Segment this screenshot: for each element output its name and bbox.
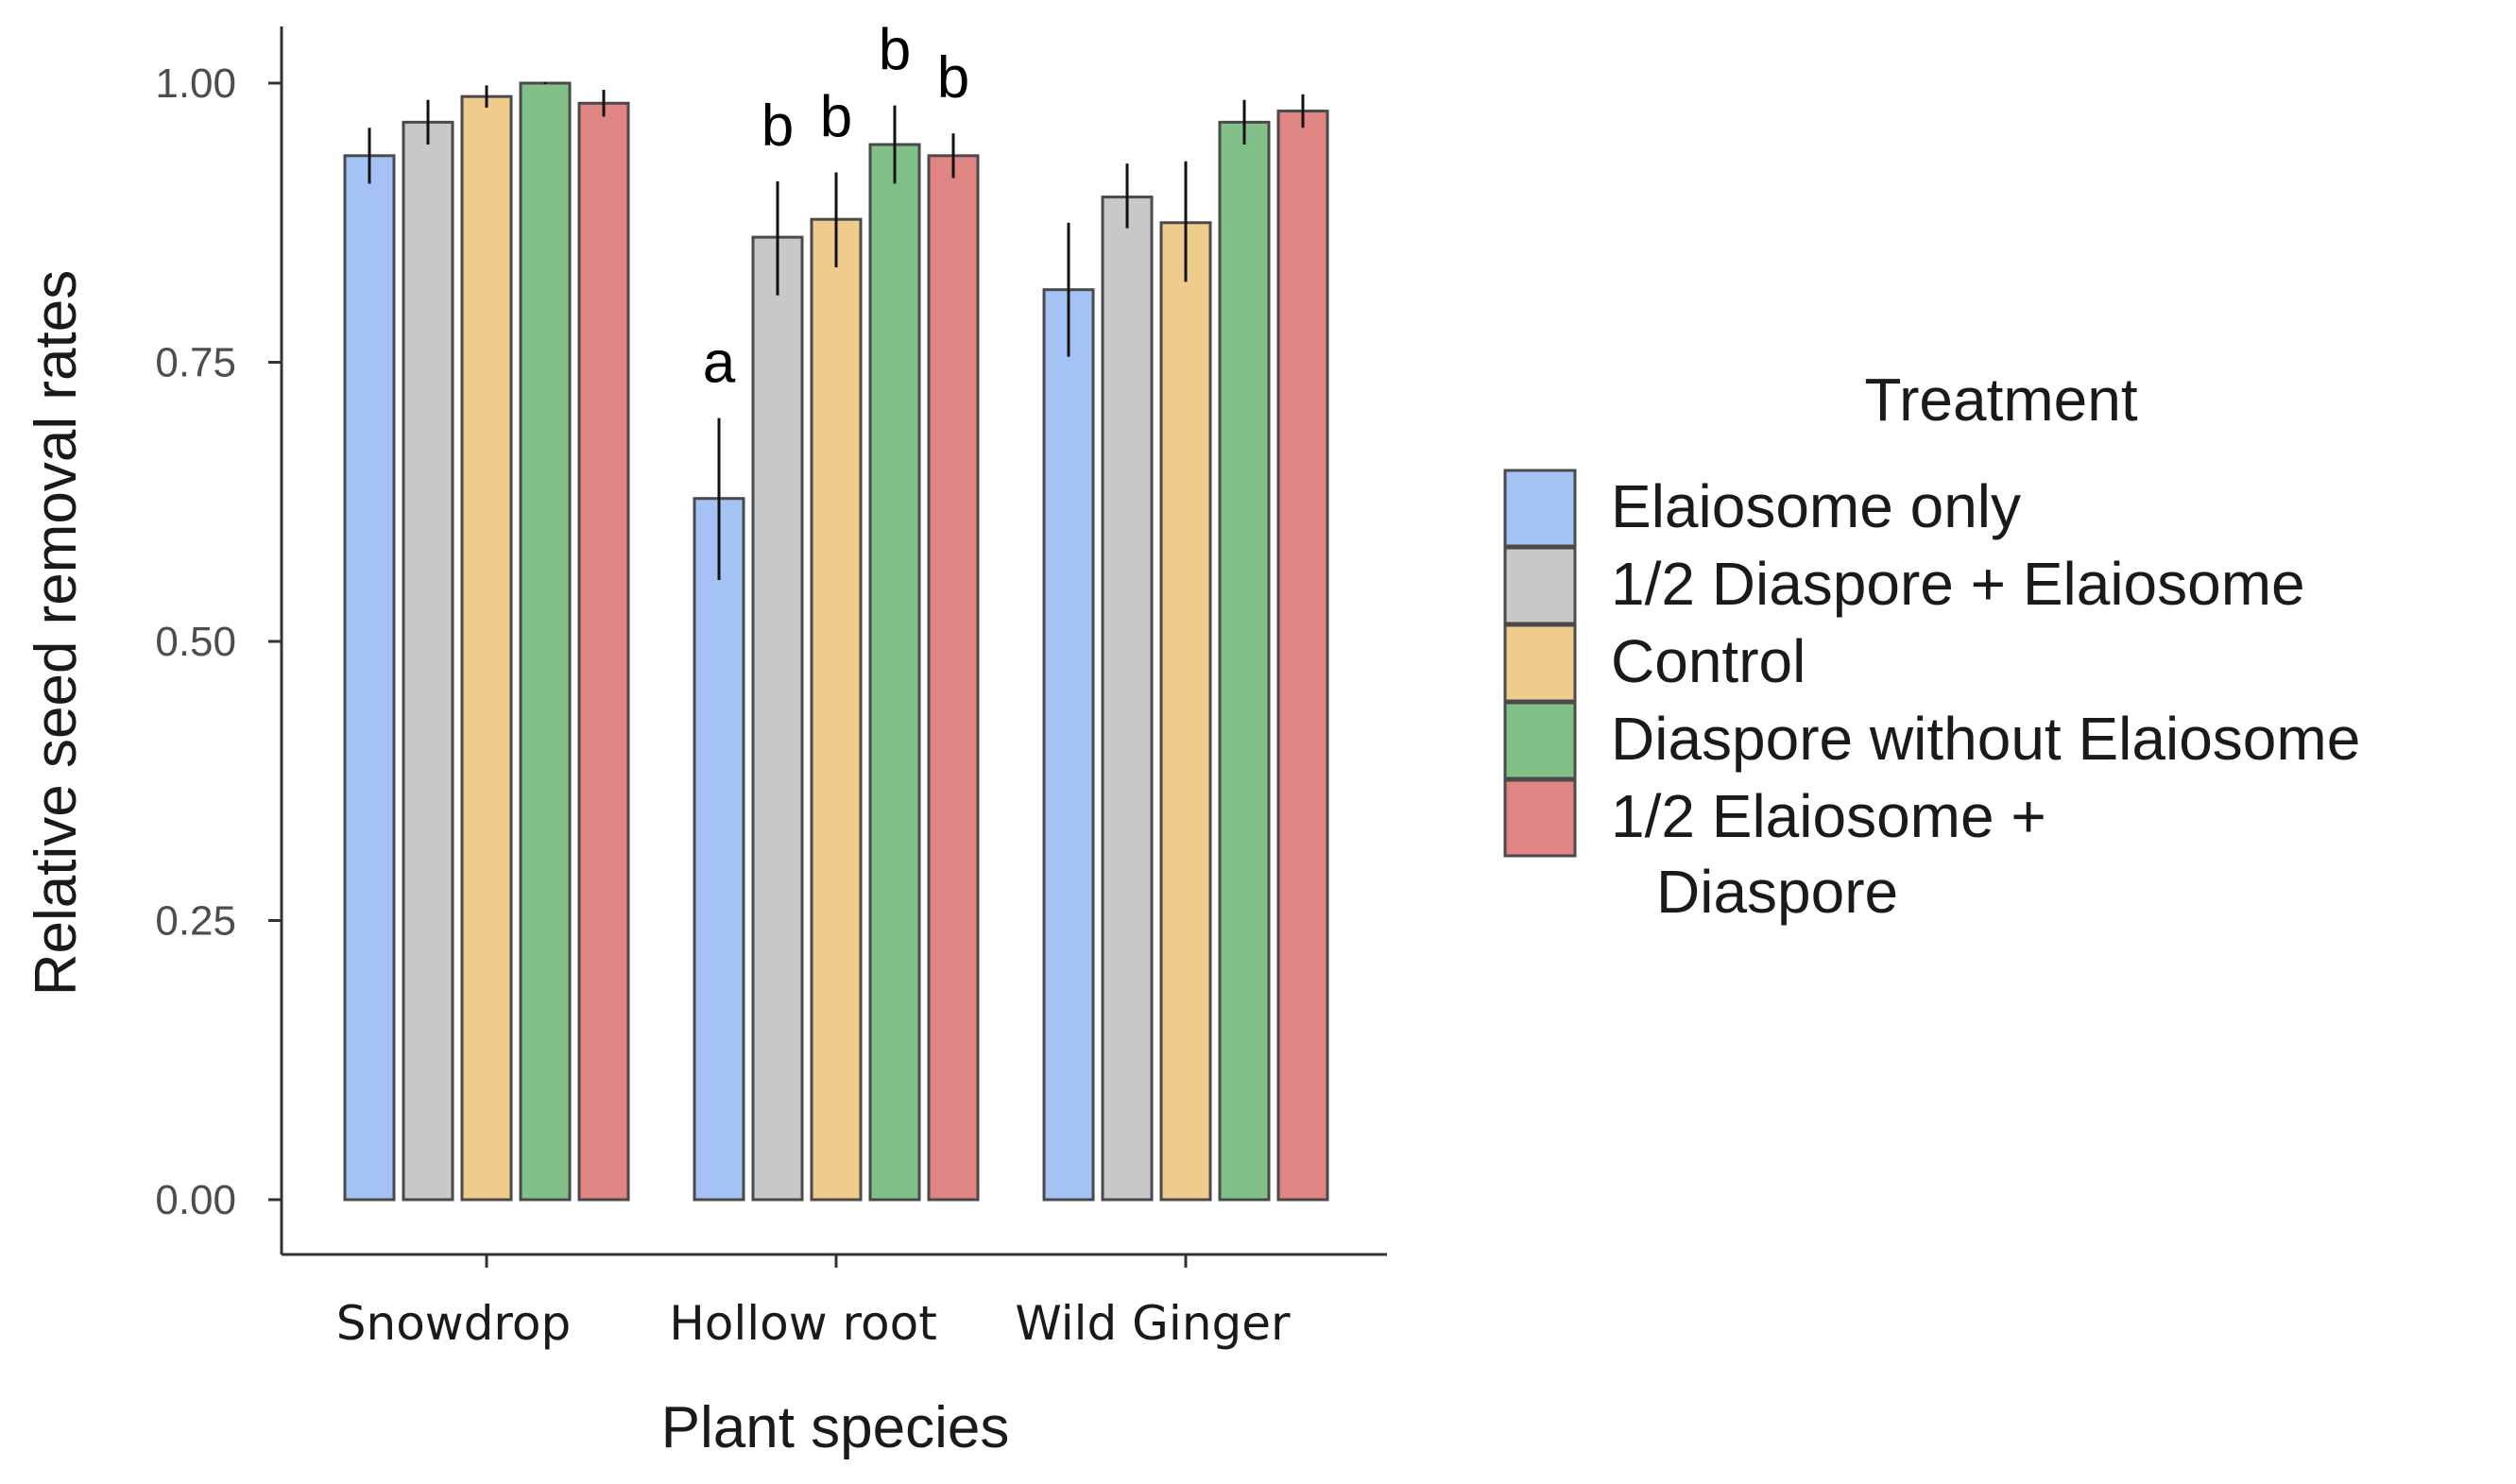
- bar: [693, 497, 745, 1202]
- legend-key: [1503, 623, 1577, 703]
- bar: [810, 217, 863, 1202]
- bar: [1159, 221, 1212, 1202]
- y-tick-label: 0.00: [155, 1177, 236, 1223]
- significance-letter: b: [937, 45, 969, 111]
- significance-letter: b: [820, 85, 852, 150]
- y-ticks: 0.00 0.25 0.50 0.75 1.00: [155, 60, 282, 1223]
- x-tick-label: Wild Ginger: [1015, 1296, 1291, 1351]
- x-ticks: Snowdrop Hollow root Wild Ginger: [336, 1254, 1291, 1351]
- legend-title: Treatment: [1864, 366, 2138, 434]
- y-tick-label: 0.25: [155, 898, 236, 945]
- bar: [402, 120, 454, 1202]
- y-axis-title: Relative seed removal rates: [24, 270, 89, 996]
- bar: [460, 94, 513, 1202]
- y-tick-label: 0.75: [155, 340, 236, 386]
- bar: [519, 81, 572, 1202]
- bar: [868, 143, 921, 1202]
- legend-key: [1503, 778, 1577, 858]
- y-tick-label: 1.00: [155, 60, 236, 107]
- legend-label: Diaspore without Elaiosome: [1611, 705, 2360, 773]
- significance-letter: a: [703, 331, 736, 396]
- bar: [1101, 196, 1154, 1202]
- legend-label: Diaspore: [1656, 858, 1898, 926]
- legend-key: [1503, 469, 1577, 548]
- bar: [751, 235, 804, 1202]
- y-tick-label: 0.50: [155, 619, 236, 665]
- bar: [1276, 110, 1329, 1202]
- legend: Treatment Elaiosome only 1/2 Diaspore + E…: [1503, 366, 2360, 926]
- bar: [1218, 120, 1271, 1202]
- legend-label: 1/2 Elaiosome +: [1611, 782, 2046, 850]
- x-tick-label: Hollow root: [669, 1296, 937, 1351]
- bar: [927, 154, 980, 1202]
- legend-key: [1503, 546, 1577, 625]
- x-tick-label: Snowdrop: [336, 1296, 571, 1351]
- legend-label: 1/2 Diaspore + Elaiosome: [1611, 550, 2305, 618]
- bar: [343, 154, 396, 1202]
- x-axis-title: Plant species: [661, 1395, 1010, 1460]
- significance-letter: b: [879, 18, 911, 83]
- significance-letters: ab bb b: [703, 18, 969, 396]
- bars: [343, 81, 1329, 1202]
- error-bars: [368, 81, 1305, 580]
- bar: [577, 101, 630, 1202]
- significance-letter: b: [762, 94, 794, 159]
- legend-key: [1503, 701, 1577, 780]
- bar: [1042, 288, 1095, 1202]
- legend-label: Elaiosome only: [1611, 472, 2021, 540]
- legend-label: Control: [1611, 627, 1806, 695]
